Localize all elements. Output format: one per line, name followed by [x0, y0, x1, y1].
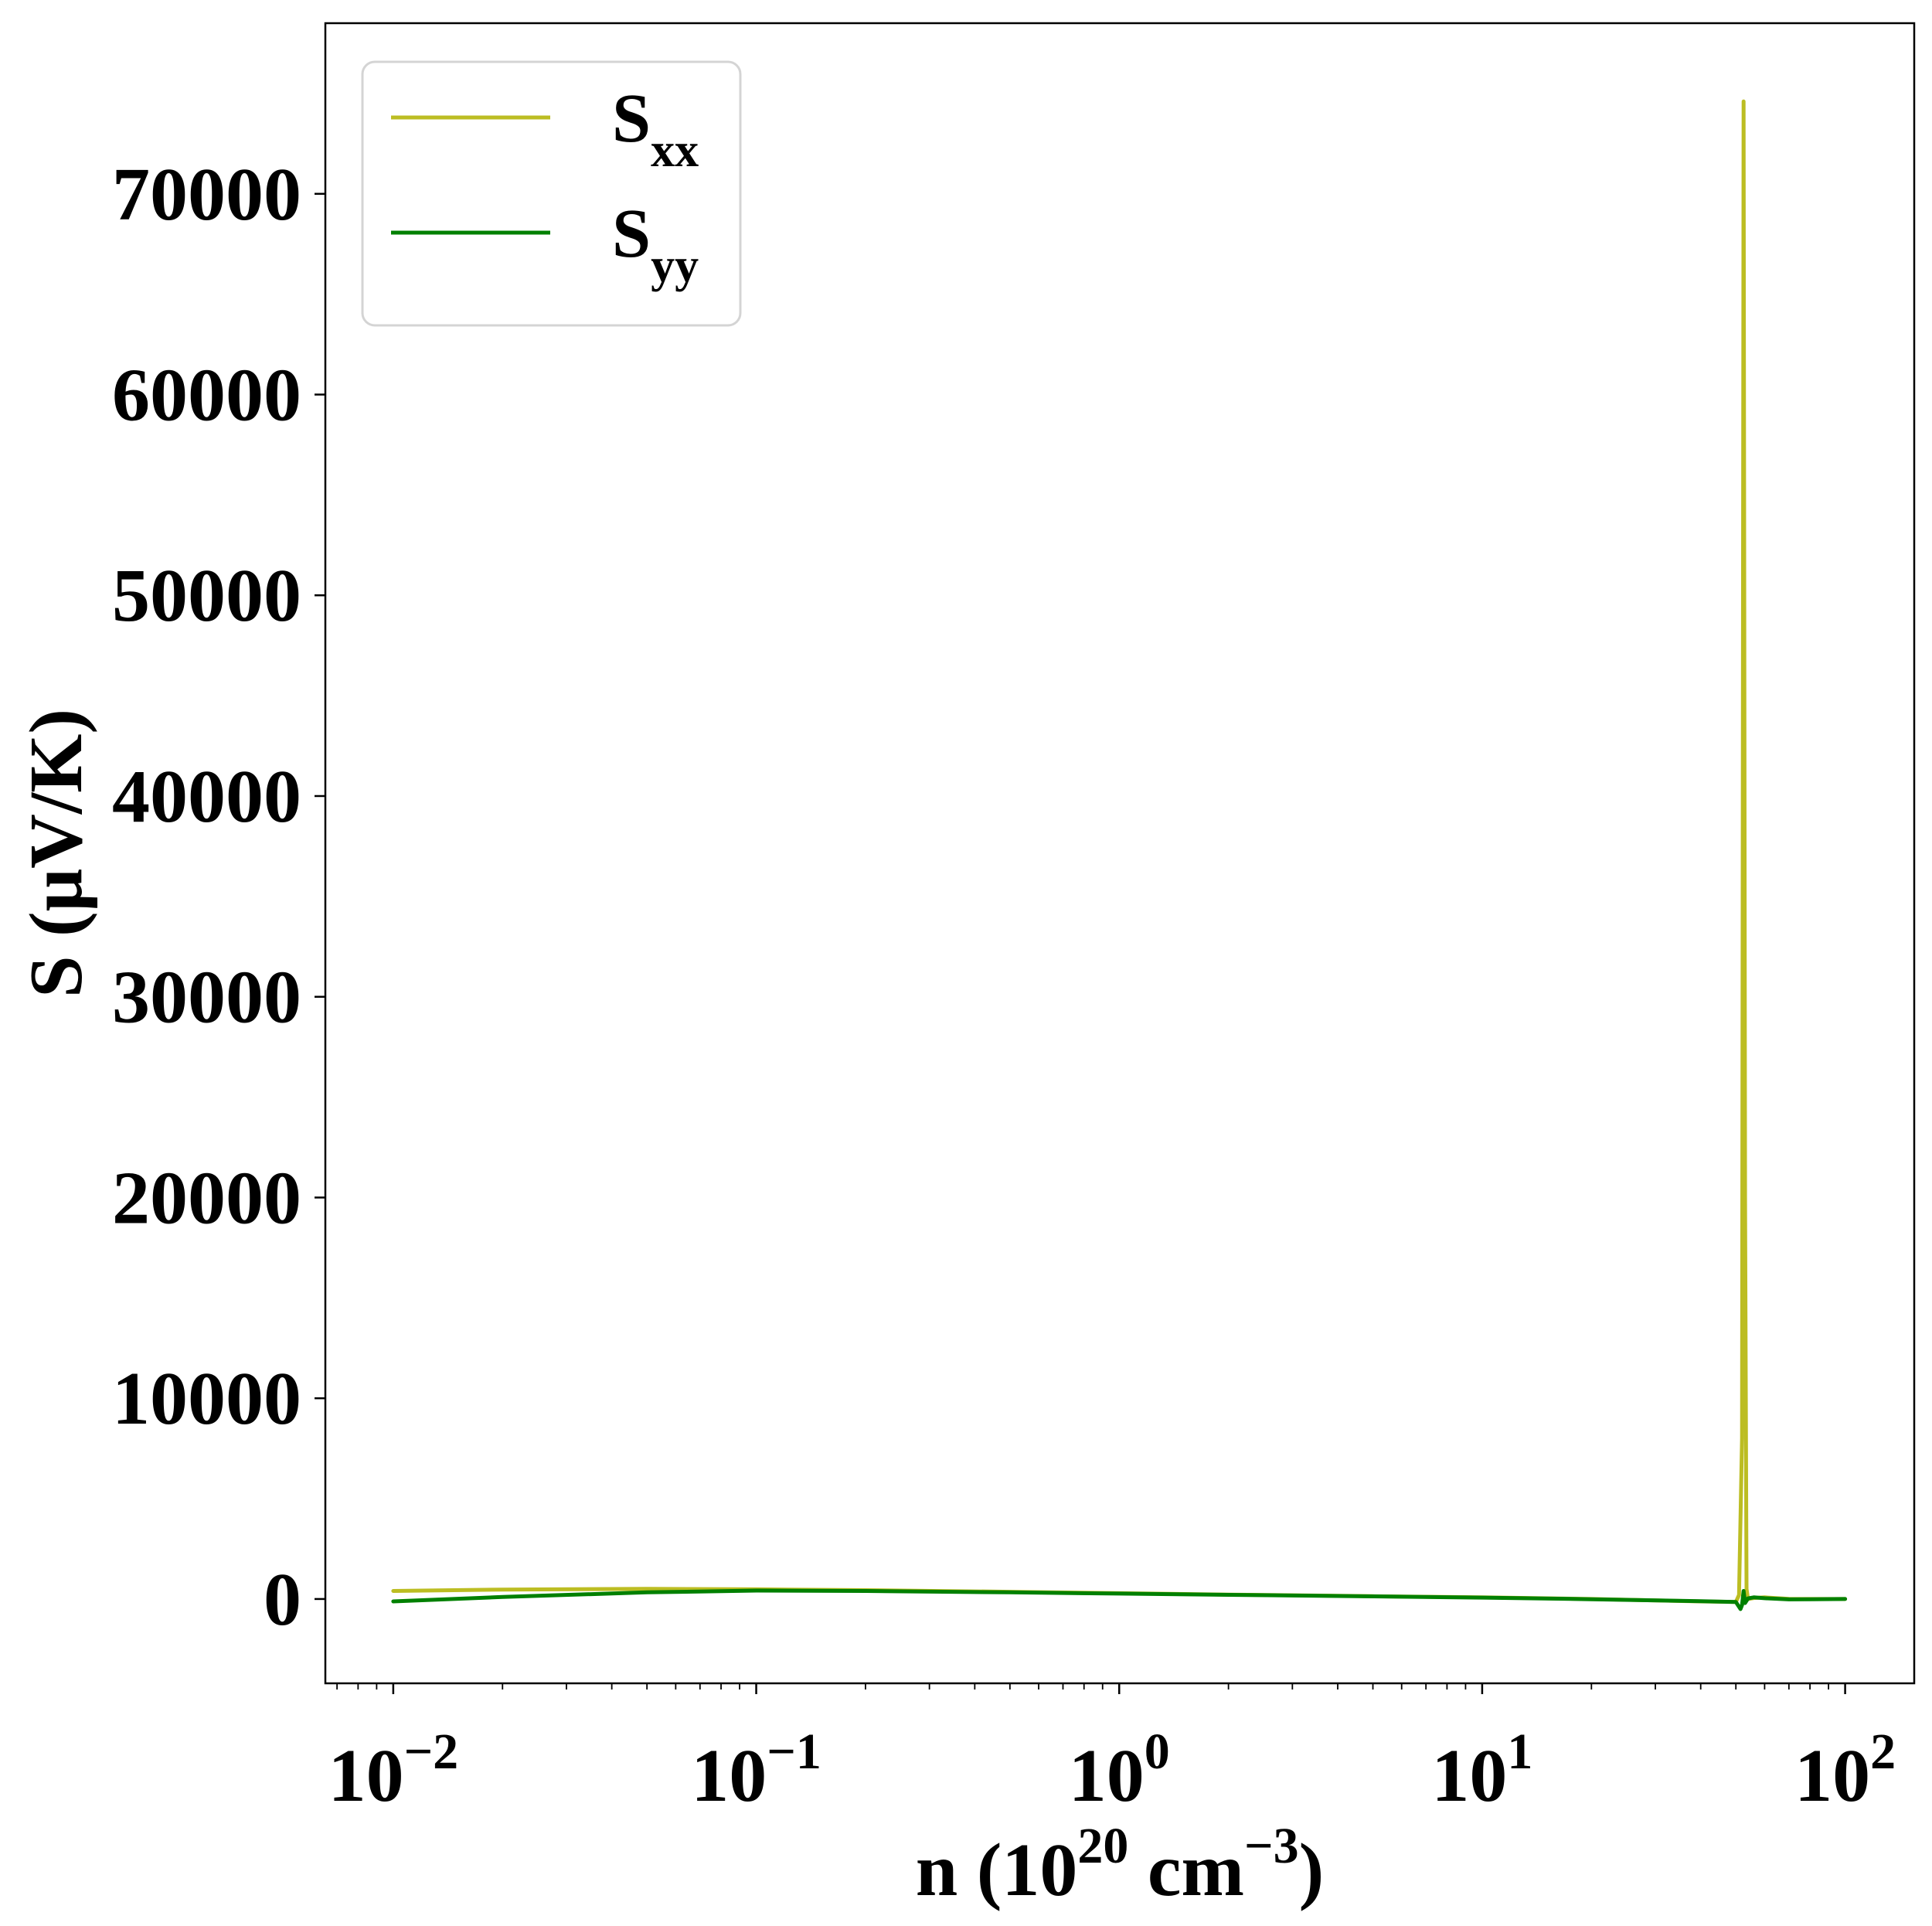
- y-axis-ticks: 0 10000 20000 30000 40000 50000 60000 70000: [112, 153, 325, 1642]
- y-tick-label: 70000: [112, 153, 301, 236]
- x-axis-title: n (1020 cm−3): [916, 1818, 1325, 1912]
- y-tick-label: 40000: [112, 755, 301, 839]
- x-tick-label: 10−1: [691, 1724, 821, 1818]
- legend-box: [361, 60, 742, 327]
- x-tick-label: 102: [1794, 1724, 1896, 1818]
- y-tick-label: 20000: [112, 1156, 301, 1240]
- plot-lines: [391, 99, 1848, 1611]
- y-tick-label: 60000: [112, 354, 301, 437]
- x-tick-label: 101: [1431, 1724, 1532, 1818]
- legend-label-s-xx: Sxx: [612, 80, 699, 177]
- x-tick-label: 100: [1069, 1724, 1170, 1818]
- x-tick-label: 10−2: [328, 1724, 459, 1818]
- y-axis-title: S (μV/K): [15, 709, 98, 998]
- legend: Sxx Syy: [361, 60, 742, 327]
- y-tick-label: 10000: [112, 1357, 301, 1441]
- series-line-s-yy: [391, 1588, 1848, 1611]
- y-tick-label: 0: [264, 1558, 301, 1642]
- x-axis-ticks: 10−2 10−1 100 101 102: [328, 1683, 1896, 1818]
- legend-label-s-yy: Syy: [612, 196, 699, 292]
- y-tick-label: 50000: [112, 554, 301, 638]
- y-tick-label: 30000: [112, 956, 301, 1040]
